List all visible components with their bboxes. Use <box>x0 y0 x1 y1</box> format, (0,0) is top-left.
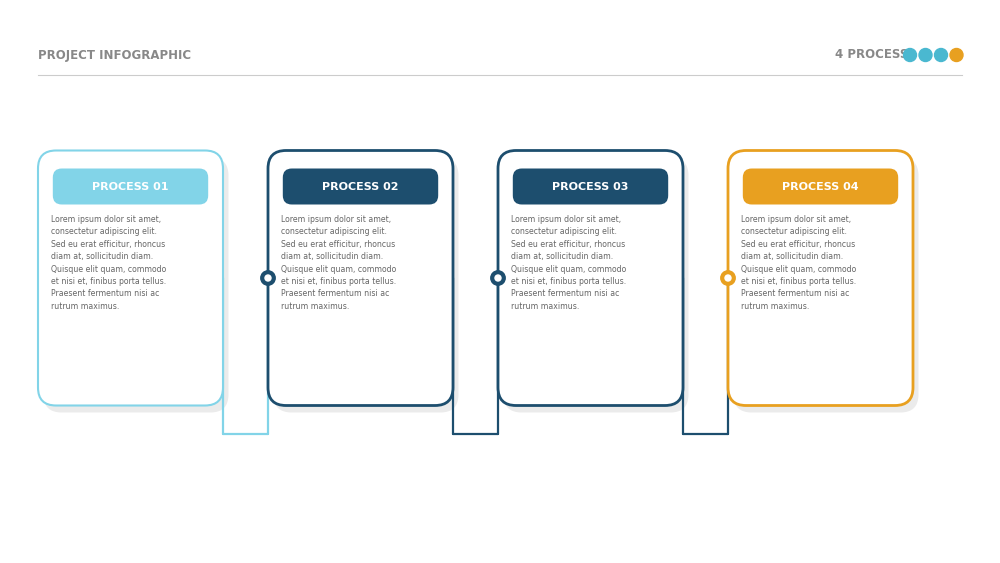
Text: Lorem ipsum dolor sit amet,
consectetur adipiscing elit.
Sed eu erat efficitur, : Lorem ipsum dolor sit amet, consectetur … <box>741 215 856 311</box>
Circle shape <box>721 271 735 285</box>
FancyBboxPatch shape <box>734 158 918 413</box>
FancyBboxPatch shape <box>504 158 688 413</box>
Circle shape <box>495 275 501 281</box>
FancyBboxPatch shape <box>743 168 898 204</box>
Circle shape <box>950 48 963 61</box>
Text: PROCESS 04: PROCESS 04 <box>782 181 859 191</box>
FancyBboxPatch shape <box>283 168 438 204</box>
Text: Lorem ipsum dolor sit amet,
consectetur adipiscing elit.
Sed eu erat efficitur, : Lorem ipsum dolor sit amet, consectetur … <box>511 215 626 311</box>
Circle shape <box>725 275 731 281</box>
FancyBboxPatch shape <box>513 168 668 204</box>
Circle shape <box>934 48 948 61</box>
FancyBboxPatch shape <box>268 150 453 405</box>
FancyBboxPatch shape <box>274 158 459 413</box>
Circle shape <box>265 275 271 281</box>
Text: PROCESS 03: PROCESS 03 <box>552 181 629 191</box>
Circle shape <box>491 271 505 285</box>
FancyBboxPatch shape <box>53 168 208 204</box>
Text: PROCESS 02: PROCESS 02 <box>322 181 399 191</box>
Text: PROJECT INFOGRAPHIC: PROJECT INFOGRAPHIC <box>38 48 191 61</box>
FancyBboxPatch shape <box>38 150 223 405</box>
Circle shape <box>261 271 275 285</box>
Circle shape <box>904 48 916 61</box>
Text: PROCESS 01: PROCESS 01 <box>92 181 169 191</box>
Text: Lorem ipsum dolor sit amet,
consectetur adipiscing elit.
Sed eu erat efficitur, : Lorem ipsum dolor sit amet, consectetur … <box>281 215 396 311</box>
Text: 4 PROCESS: 4 PROCESS <box>835 48 908 61</box>
Text: Lorem ipsum dolor sit amet,
consectetur adipiscing elit.
Sed eu erat efficitur, : Lorem ipsum dolor sit amet, consectetur … <box>51 215 166 311</box>
FancyBboxPatch shape <box>44 158 228 413</box>
Circle shape <box>919 48 932 61</box>
FancyBboxPatch shape <box>728 150 913 405</box>
FancyBboxPatch shape <box>498 150 683 405</box>
